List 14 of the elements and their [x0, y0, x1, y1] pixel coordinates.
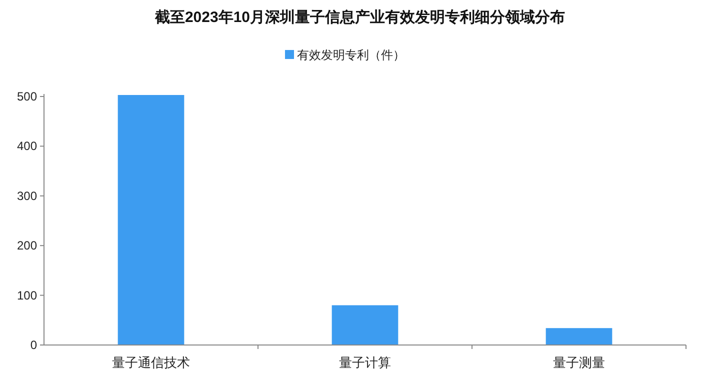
chart-title: 截至2023年10月深圳量子信息产业有效发明专利细分领域分布 [154, 9, 566, 26]
x-tick-label: 量子测量 [553, 355, 605, 370]
y-tick-label: 300 [16, 188, 38, 203]
y-tick-label: 500 [16, 89, 38, 104]
bar [118, 94, 184, 345]
legend-label: 有效发明专利（件） [297, 48, 405, 62]
y-tick-label: 400 [16, 139, 38, 154]
bar [546, 328, 612, 345]
y-tick-label: 0 [30, 338, 38, 352]
y-tick-label: 100 [16, 288, 38, 302]
bar [332, 305, 398, 345]
y-tick-label: 200 [16, 238, 38, 253]
x-tick-label: 量子通信技术 [112, 355, 190, 370]
x-tick-label: 量子计算 [339, 355, 391, 370]
